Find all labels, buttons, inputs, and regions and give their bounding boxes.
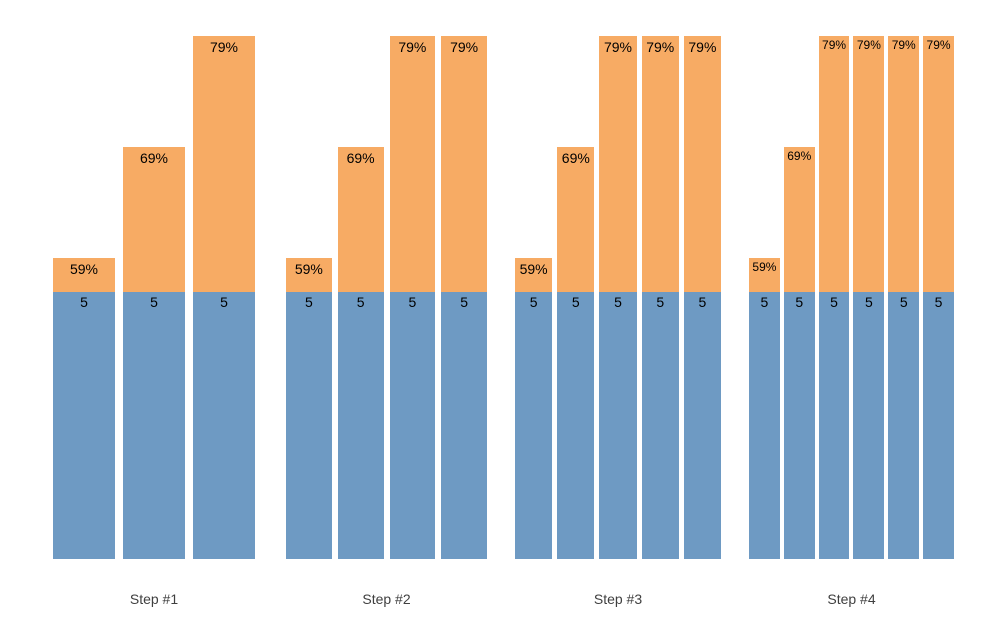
bar-segment-percent: 79% bbox=[888, 36, 920, 292]
bar-segment-base: 5 bbox=[818, 292, 850, 559]
stacked-bar: 59% 5 bbox=[286, 258, 332, 559]
x-axis-category-label: Step #3 bbox=[593, 591, 643, 607]
base-value-label: 5 bbox=[698, 294, 707, 310]
bar-segment-base: 5 bbox=[389, 292, 436, 559]
bar-segment-base: 5 bbox=[783, 292, 815, 559]
stacked-bar: 79% 5 bbox=[389, 36, 436, 559]
percent-value-label: 79% bbox=[398, 39, 427, 55]
percent-value-label: 59% bbox=[519, 261, 548, 277]
stacked-bar: 79% 5 bbox=[818, 36, 850, 559]
stacked-bar: 79% 5 bbox=[193, 36, 255, 559]
bar-segment-percent: 69% bbox=[123, 147, 185, 292]
stacked-bar: 59% 5 bbox=[53, 258, 115, 559]
base-value-label: 5 bbox=[865, 294, 873, 310]
base-value-label: 5 bbox=[571, 294, 580, 310]
x-axis-category-label: Step #4 bbox=[827, 591, 876, 607]
bar-segment-base: 5 bbox=[53, 292, 115, 559]
bar-segment-percent: 79% bbox=[641, 36, 679, 292]
bar-segment-base: 5 bbox=[557, 292, 595, 559]
percent-value-label: 79% bbox=[209, 39, 239, 55]
percent-value-label: 79% bbox=[926, 38, 951, 52]
bar-segment-percent: 79% bbox=[818, 36, 850, 292]
percent-value-label: 79% bbox=[891, 38, 916, 52]
bar-segment-percent: 59% bbox=[53, 258, 115, 292]
bar-segment-percent: 59% bbox=[749, 258, 780, 292]
bar-segment-percent: 79% bbox=[683, 36, 722, 292]
bar-segment-base: 5 bbox=[749, 292, 780, 559]
bar-segment-percent: 69% bbox=[557, 147, 595, 292]
percent-value-label: 69% bbox=[346, 150, 375, 166]
base-value-label: 5 bbox=[529, 294, 538, 310]
bar-segment-base: 5 bbox=[337, 292, 384, 559]
stacked-bar: 69% 5 bbox=[557, 147, 595, 559]
percent-value-label: 59% bbox=[69, 261, 99, 277]
stacked-bar: 59% 5 bbox=[749, 258, 780, 559]
bar-segment-base: 5 bbox=[193, 292, 255, 559]
bar-segment-percent: 79% bbox=[599, 36, 637, 292]
stacked-bar: 79% 5 bbox=[888, 36, 920, 559]
base-value-label: 5 bbox=[150, 294, 158, 310]
stacked-bar: 69% 5 bbox=[783, 147, 815, 559]
bar-group-step-3: 59% 5 69% 5 79% 5 79% 5 79% 5 bbox=[515, 36, 722, 559]
stacked-bar: 79% 5 bbox=[683, 36, 722, 559]
bar-segment-percent: 69% bbox=[783, 147, 815, 292]
percent-value-label: 79% bbox=[450, 39, 479, 55]
bar-segment-base: 5 bbox=[441, 292, 487, 559]
bar-segment-percent: 79% bbox=[193, 36, 255, 292]
percent-value-label: 59% bbox=[752, 260, 777, 274]
bar-segment-percent: 59% bbox=[286, 258, 332, 292]
base-value-label: 5 bbox=[220, 294, 228, 310]
base-value-label: 5 bbox=[304, 294, 313, 310]
bar-segment-base: 5 bbox=[923, 292, 954, 559]
stacked-bar: 69% 5 bbox=[123, 147, 185, 559]
percent-value-label: 79% bbox=[822, 38, 847, 52]
base-value-label: 5 bbox=[80, 294, 88, 310]
bar-segment-base: 5 bbox=[683, 292, 722, 559]
bar-segment-base: 5 bbox=[515, 292, 553, 559]
x-axis-category-label: Step #2 bbox=[362, 591, 411, 607]
base-value-label: 5 bbox=[356, 294, 365, 310]
bar-segment-base: 5 bbox=[888, 292, 920, 559]
bar-segment-percent: 79% bbox=[923, 36, 954, 292]
bar-segment-base: 5 bbox=[286, 292, 332, 559]
stacked-bar: 79% 5 bbox=[923, 36, 954, 559]
bar-group-step-1: 59% 5 69% 5 79% 5 bbox=[53, 36, 255, 559]
base-value-label: 5 bbox=[899, 294, 908, 310]
stacked-bar: 79% 5 bbox=[853, 36, 885, 559]
base-value-label: 5 bbox=[460, 294, 469, 310]
bar-segment-percent: 79% bbox=[853, 36, 885, 292]
percent-value-label: 69% bbox=[561, 150, 590, 166]
base-value-label: 5 bbox=[830, 294, 838, 310]
bar-segment-base: 5 bbox=[853, 292, 885, 559]
base-value-label: 5 bbox=[408, 294, 417, 310]
stacked-bar: 79% 5 bbox=[641, 36, 679, 559]
stacked-bar: 59% 5 bbox=[515, 258, 553, 559]
percent-value-label: 79% bbox=[646, 39, 675, 55]
bar-segment-base: 5 bbox=[641, 292, 679, 559]
x-axis-category-label: Step #1 bbox=[129, 591, 179, 607]
percent-value-label: 79% bbox=[688, 39, 717, 55]
bar-segment-percent: 69% bbox=[337, 147, 384, 292]
base-value-label: 5 bbox=[760, 294, 769, 310]
percent-value-label: 59% bbox=[294, 261, 323, 277]
bar-group-step-4: 59% 5 69% 5 79% 5 79% 5 79% 5 79% 5 bbox=[749, 36, 954, 559]
percent-value-label: 69% bbox=[787, 149, 812, 163]
base-value-label: 5 bbox=[934, 294, 943, 310]
base-value-label: 5 bbox=[795, 294, 804, 310]
bar-segment-base: 5 bbox=[599, 292, 637, 559]
percent-value-label: 69% bbox=[139, 150, 169, 166]
bar-segment-percent: 79% bbox=[389, 36, 436, 292]
stacked-bar: 69% 5 bbox=[337, 147, 384, 559]
bar-segment-base: 5 bbox=[123, 292, 185, 559]
percent-value-label: 79% bbox=[856, 38, 881, 52]
bar-segment-percent: 59% bbox=[515, 258, 553, 292]
bar-group-step-2: 59% 5 69% 5 79% 5 79% 5 bbox=[286, 36, 487, 559]
stacked-bar: 79% 5 bbox=[599, 36, 637, 559]
stacked-bar: 79% 5 bbox=[441, 36, 487, 559]
base-value-label: 5 bbox=[614, 294, 622, 310]
percent-value-label: 79% bbox=[603, 39, 633, 55]
bar-segment-percent: 79% bbox=[441, 36, 487, 292]
base-value-label: 5 bbox=[656, 294, 665, 310]
